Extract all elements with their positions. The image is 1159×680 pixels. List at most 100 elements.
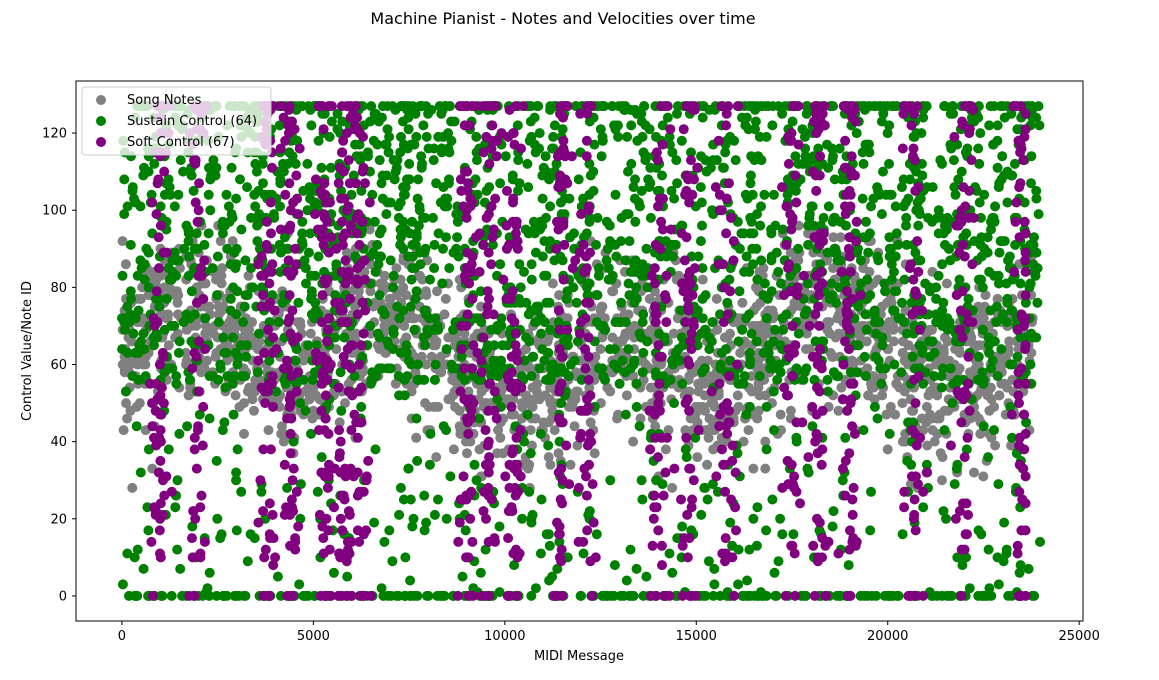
sustain-control-point (557, 124, 568, 135)
sustain-control-point (412, 193, 423, 204)
sustain-control-point (548, 131, 559, 142)
sustain-control-point (324, 131, 335, 142)
sustain-control-point (562, 286, 573, 297)
sustain-control-point (428, 324, 439, 335)
sustain-control-point (129, 193, 139, 204)
sustain-control-point (872, 182, 883, 193)
soft-control-point (465, 513, 476, 524)
song-note-point (399, 320, 410, 331)
sustain-control-point (669, 398, 679, 409)
soft-control-point (799, 270, 809, 281)
soft-control-point (189, 432, 200, 443)
sustain-control-point (428, 155, 439, 166)
song-note-point (432, 286, 442, 297)
sustain-control-point (960, 147, 971, 158)
sustain-control-point (457, 571, 468, 582)
sustain-control-point (916, 128, 927, 139)
sustain-control-point (119, 174, 130, 185)
sustain-control-point (976, 529, 987, 540)
sustain-control-point (733, 336, 744, 347)
sustain-control-point (755, 220, 766, 231)
sustain-control-point (356, 185, 367, 196)
sustain-control-point (898, 201, 909, 212)
song-note-point (379, 270, 390, 281)
sustain-control-point (527, 351, 538, 362)
soft-control-point (484, 158, 495, 169)
sustain-control-point (254, 328, 264, 339)
song-note-point (625, 324, 636, 335)
sustain-control-point (303, 247, 314, 258)
soft-control-point (904, 263, 915, 274)
song-note-point (975, 428, 986, 439)
sustain-control-point (949, 182, 960, 193)
song-note-point (213, 309, 224, 320)
sustain-control-point (303, 340, 314, 351)
sustain-control-point (486, 324, 497, 335)
sustain-control-point (758, 347, 769, 358)
sustain-control-point (700, 290, 711, 301)
sustain-control-point (468, 371, 479, 382)
sustain-control-point (471, 131, 482, 142)
soft-control-point (264, 498, 275, 509)
sustain-control-point (181, 220, 192, 231)
sustain-control-point (300, 263, 311, 274)
sustain-control-point (884, 428, 895, 439)
sustain-control-point (398, 189, 409, 200)
song-note-point (884, 317, 895, 328)
sustain-control-point (256, 486, 267, 497)
sustain-control-point (319, 266, 330, 277)
song-note-point (989, 401, 1000, 412)
sustain-control-point (275, 174, 286, 185)
sustain-control-point (220, 382, 231, 393)
sustain-control-point (744, 347, 755, 358)
sustain-control-point (1025, 359, 1036, 370)
sustain-control-point (992, 120, 1003, 131)
sustain-control-point (703, 556, 714, 567)
soft-control-point (687, 189, 698, 200)
sustain-control-point (677, 378, 688, 389)
song-note-point (459, 328, 470, 339)
sustain-control-point (606, 590, 617, 601)
soft-control-point (658, 193, 668, 204)
sustain-control-point (400, 101, 410, 112)
sustain-control-point (775, 513, 786, 524)
sustain-control-point (411, 228, 422, 239)
sustain-control-point (175, 155, 186, 166)
sustain-control-point (669, 193, 680, 204)
sustain-control-point (1014, 567, 1025, 578)
soft-control-point (265, 444, 276, 455)
sustain-control-point (670, 347, 681, 358)
sustain-control-point (226, 162, 237, 173)
sustain-control-point (664, 131, 675, 142)
sustain-control-point (602, 243, 613, 254)
sustain-control-point (644, 124, 655, 135)
sustain-control-point (252, 367, 263, 378)
sustain-control-point (138, 563, 149, 574)
sustain-control-point (239, 301, 250, 312)
sustain-control-point (890, 251, 901, 262)
sustain-control-point (200, 313, 211, 324)
sustain-control-point (494, 587, 505, 598)
sustain-control-point (744, 266, 755, 277)
sustain-control-point (146, 189, 157, 200)
song-note-point (905, 479, 916, 490)
soft-control-point (842, 405, 853, 416)
sustain-control-point (471, 475, 482, 486)
song-note-point (147, 274, 158, 285)
sustain-control-point (1028, 239, 1039, 250)
song-note-point (445, 394, 456, 405)
song-note-point (304, 394, 315, 405)
sustain-control-point (528, 216, 539, 227)
soft-control-point (845, 525, 855, 536)
sustain-control-point (986, 224, 996, 235)
sustain-control-point (507, 170, 518, 181)
soft-control-point (676, 494, 686, 505)
sustain-control-point (851, 128, 862, 139)
sustain-control-point (940, 239, 950, 250)
sustain-control-point (709, 563, 720, 574)
sustain-control-point (947, 398, 958, 409)
soft-control-point (159, 166, 170, 177)
sustain-control-point (536, 494, 547, 505)
soft-control-point (269, 305, 280, 316)
sustain-control-point (827, 521, 838, 532)
